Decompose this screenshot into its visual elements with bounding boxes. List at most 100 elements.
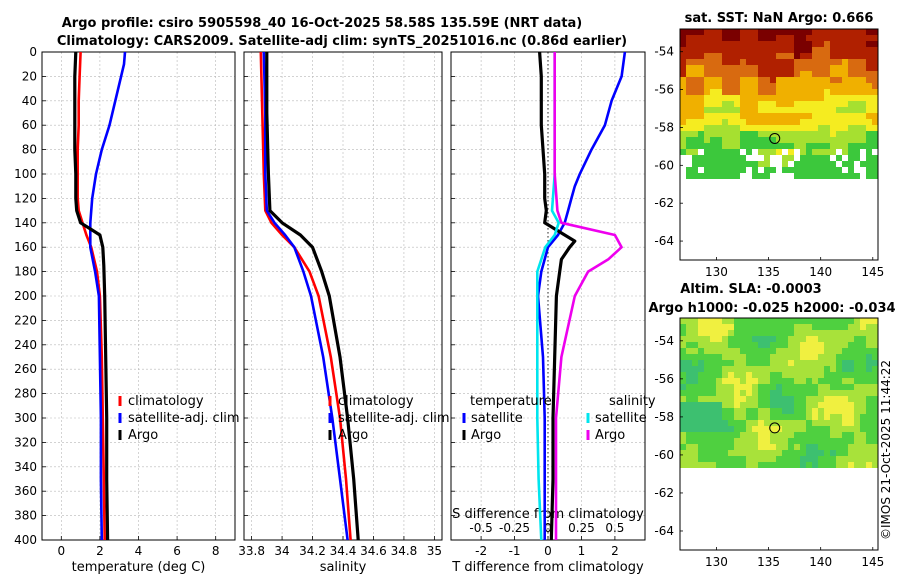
map-cell	[818, 330, 824, 336]
map-cell	[800, 89, 806, 95]
map-cell	[704, 167, 710, 173]
map-cell	[716, 330, 722, 336]
map-cell	[794, 336, 800, 342]
map-cell	[728, 354, 734, 360]
map-cell	[812, 71, 818, 77]
map-cell	[710, 107, 716, 113]
map-cell	[812, 167, 818, 173]
map-cell	[734, 29, 740, 35]
map-cell	[848, 318, 854, 324]
map-cell	[782, 438, 788, 444]
map-cell	[710, 119, 716, 125]
map-cell	[842, 438, 848, 444]
map-cell	[872, 372, 878, 378]
map-cell	[710, 414, 716, 420]
map-cell	[836, 342, 842, 348]
map-cell	[872, 366, 878, 372]
map-cell	[854, 131, 860, 137]
map-cell	[800, 41, 806, 47]
map-cell	[746, 137, 752, 143]
map-cell	[752, 107, 758, 113]
map-cell	[848, 354, 854, 360]
map-cell	[854, 456, 860, 462]
x-tick-label: -2	[475, 544, 487, 558]
map-cell	[794, 432, 800, 438]
map-cell	[866, 384, 872, 390]
map-cell	[854, 143, 860, 149]
map-cell	[758, 173, 764, 179]
map-cell	[800, 420, 806, 426]
map-cell	[848, 402, 854, 408]
map-cell	[854, 35, 860, 41]
map-cell	[758, 324, 764, 330]
map-cell	[698, 324, 704, 330]
map-cell	[836, 113, 842, 119]
map-cell	[716, 390, 722, 396]
map-cell	[698, 83, 704, 89]
map-cell	[800, 83, 806, 89]
map-cell	[866, 29, 872, 35]
map-cell	[722, 360, 728, 366]
map-cell	[686, 47, 692, 53]
map-cell	[746, 366, 752, 372]
map-cell	[800, 330, 806, 336]
map-cell	[770, 71, 776, 77]
map-cell	[680, 444, 686, 450]
map-cell	[788, 89, 794, 95]
map-cell	[818, 71, 824, 77]
map-cell	[800, 29, 806, 35]
map-cell	[812, 35, 818, 41]
legend-label: satellite-adj. clim	[338, 411, 450, 426]
map-cell	[776, 29, 782, 35]
map-cell	[806, 456, 812, 462]
map-cell	[734, 89, 740, 95]
map-cell	[872, 336, 878, 342]
map-cell	[686, 143, 692, 149]
map-cell	[770, 432, 776, 438]
map-cell	[686, 360, 692, 366]
map-cell	[872, 396, 878, 402]
map-cell	[848, 65, 854, 71]
map-cell	[704, 155, 710, 161]
sla-map-title: Altim. SLA: -0.0003	[680, 282, 821, 297]
map-cell	[716, 336, 722, 342]
map-cell	[752, 95, 758, 101]
map-cell	[782, 119, 788, 125]
map-cell	[734, 137, 740, 143]
map-cell	[764, 438, 770, 444]
map-cell	[686, 77, 692, 83]
map-cell	[728, 119, 734, 125]
map-cell	[758, 95, 764, 101]
map-cell	[860, 65, 866, 71]
map-cell	[758, 378, 764, 384]
map-cell	[716, 71, 722, 77]
map-cell	[680, 65, 686, 71]
map-cell	[734, 360, 740, 366]
map-cell	[788, 426, 794, 432]
map-cell	[854, 41, 860, 47]
map-cell	[740, 143, 746, 149]
map-cell	[860, 53, 866, 59]
map-cell	[788, 444, 794, 450]
map-cell	[728, 47, 734, 53]
map-cell	[740, 125, 746, 131]
map-cell	[812, 155, 818, 161]
map-cell	[746, 324, 752, 330]
map-cell	[860, 462, 866, 468]
map-cell	[866, 354, 872, 360]
map-cell	[722, 149, 728, 155]
map-cell	[728, 161, 734, 167]
map-cell	[764, 77, 770, 83]
map-cell	[776, 143, 782, 149]
map-cell	[788, 372, 794, 378]
map-cell	[722, 426, 728, 432]
map-cell	[818, 438, 824, 444]
map-cell	[866, 131, 872, 137]
map-cell	[788, 53, 794, 59]
map-cell	[812, 107, 818, 113]
map-cell	[824, 444, 830, 450]
map-cell	[806, 414, 812, 420]
map-cell	[716, 119, 722, 125]
map-cell	[842, 336, 848, 342]
